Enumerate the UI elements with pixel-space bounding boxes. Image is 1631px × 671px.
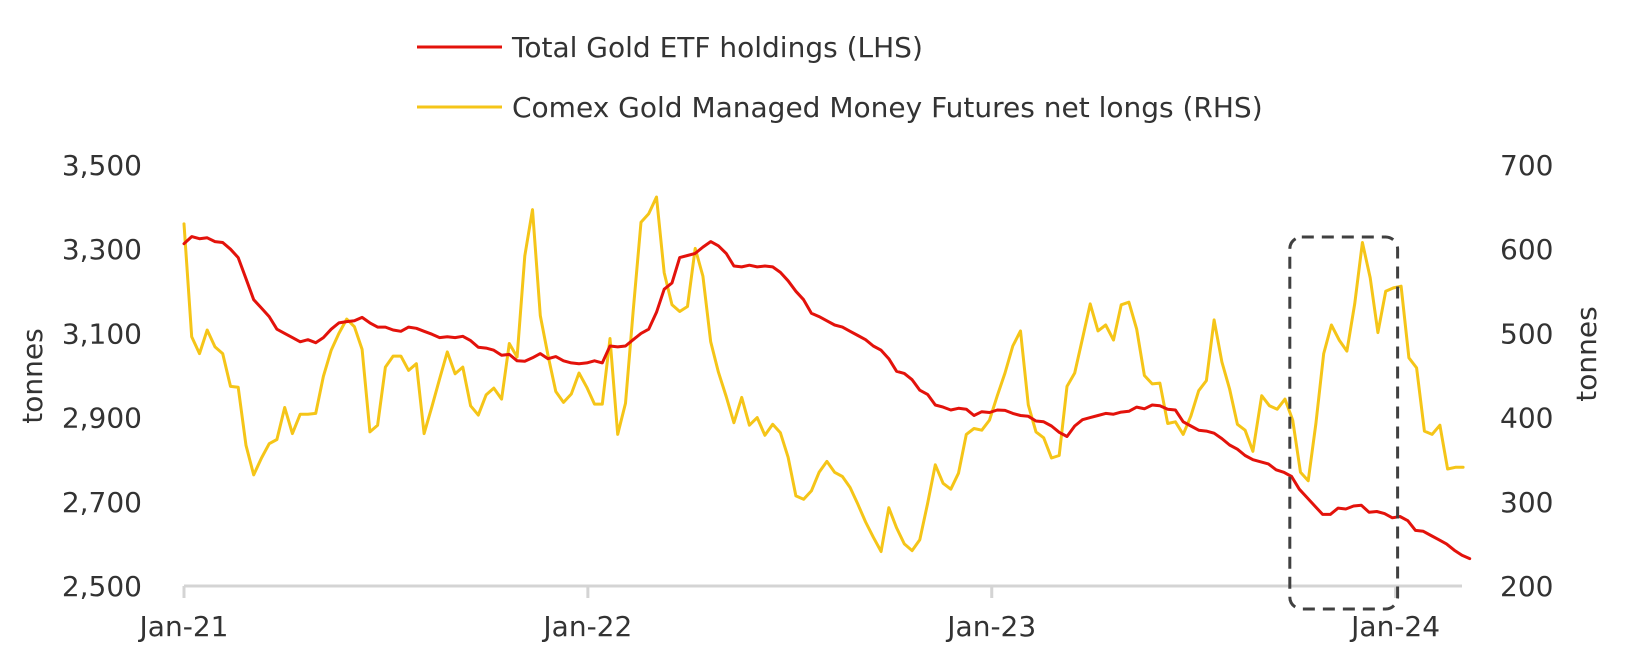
y-left-tick-label: 3,300	[62, 233, 142, 266]
y-right-tick-label: 500	[1500, 317, 1553, 350]
y-axis-right-ticks: 200 300 400 500 600 700	[1500, 149, 1553, 603]
series-line-etf	[182, 235, 1472, 561]
x-tick-label: Jan-24	[1349, 610, 1440, 643]
legend-label-etf: Total Gold ETF holdings (LHS)	[511, 31, 923, 64]
y-right-tick-label: 200	[1500, 570, 1553, 603]
y-left-tick-label: 2,700	[62, 486, 142, 519]
y-left-tick-label: 2,900	[62, 402, 142, 435]
y-axis-right-title: tonnes	[1570, 306, 1603, 401]
series-line-futures	[182, 195, 1465, 553]
y-left-tick-label: 3,100	[62, 317, 142, 350]
y-left-tick-label: 2,500	[62, 570, 142, 603]
y-axis-left-title: tonnes	[16, 328, 49, 423]
y-right-tick-label: 700	[1500, 149, 1553, 182]
highlight-box	[1288, 235, 1400, 611]
y-right-tick-label: 600	[1500, 233, 1553, 266]
y-axis-left-ticks: 2,500 2,700 2,900 3,100 3,300 3,500	[62, 149, 142, 603]
x-tick-label: Jan-21	[138, 610, 229, 643]
x-tick-label: Jan-22	[541, 610, 632, 643]
x-tick-label: Jan-23	[945, 610, 1036, 643]
legend-label-futures: Comex Gold Managed Money Futures net lon…	[512, 91, 1263, 124]
y-right-tick-label: 400	[1500, 402, 1553, 435]
legend: Total Gold ETF holdings (LHS) Comex Gold…	[417, 31, 1263, 124]
y-left-tick-label: 3,500	[62, 149, 142, 182]
series-layer	[182, 195, 1472, 561]
y-right-tick-label: 300	[1500, 486, 1553, 519]
x-axis-ticks: Jan-21 Jan-22 Jan-23 Jan-24	[138, 586, 1440, 643]
